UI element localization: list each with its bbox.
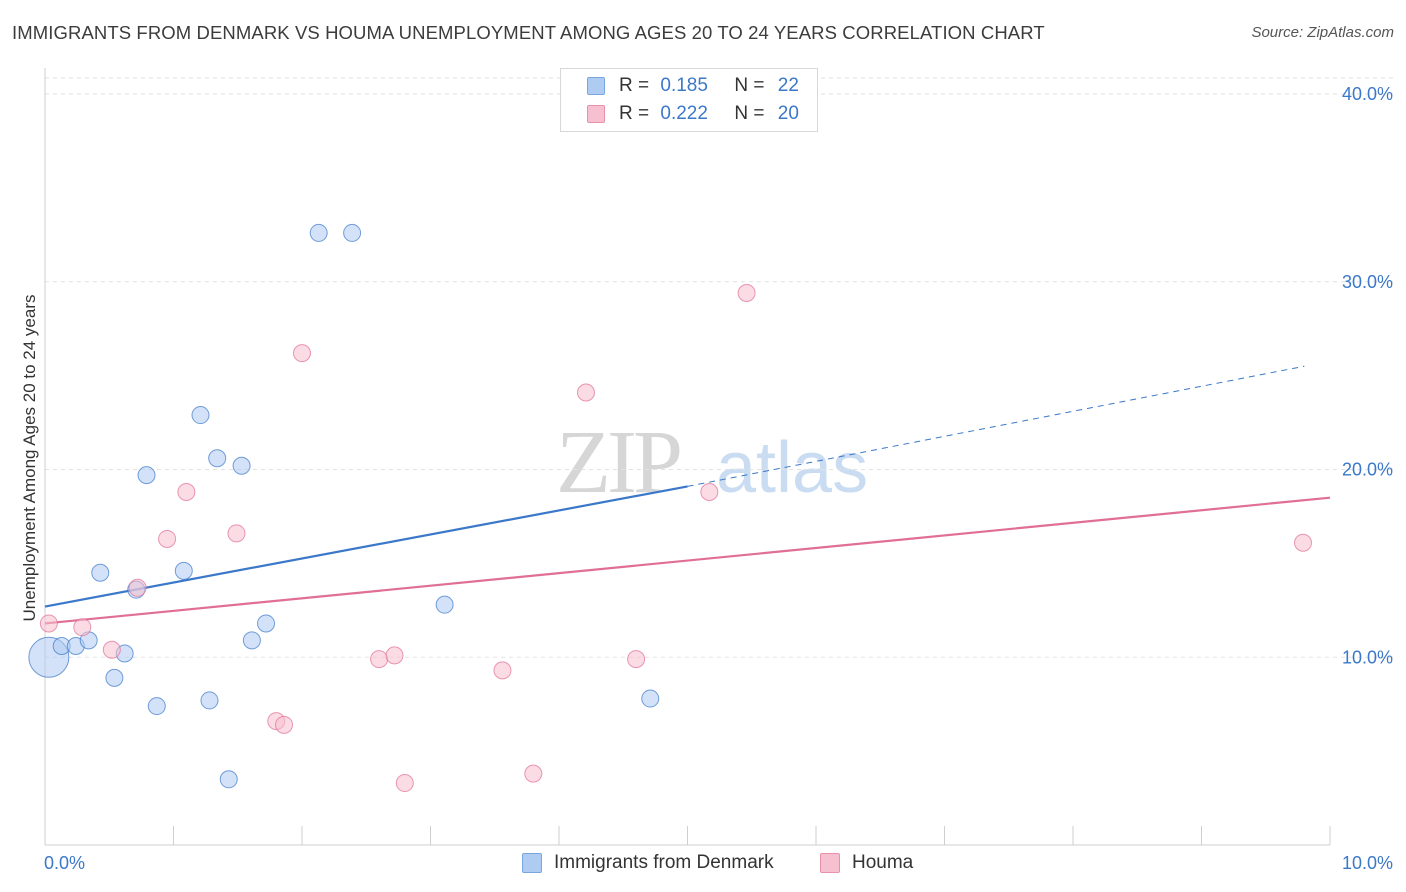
r-label: R = [619,75,650,96]
data-point [174,561,193,580]
denmark-swatch [522,853,542,873]
grid [45,77,1394,658]
chart-title: IMMIGRANTS FROM DENMARK VS HOUMA UNEMPLO… [12,22,1045,43]
data-point [524,764,543,783]
houma-swatch [587,105,605,123]
trend-line-projection [687,365,1305,487]
y-tick-label: 10.0% [1342,647,1393,667]
stats-legend: R = 0.185 N = 22 R = 0.222 N = 20 [560,68,818,132]
houma-swatch [820,853,840,873]
r-label: R = [619,103,650,124]
legend-item-denmark[interactable]: Immigrants from Denmark [522,852,774,874]
source-label: Source: ZipAtlas.com [1251,24,1394,41]
data-point [435,595,454,614]
stats-row-denmark: R = 0.185 N = 22 [587,73,799,99]
trend-lines [44,365,1331,625]
data-points [28,223,1313,793]
data-point [102,640,121,659]
legend-label: Houma [852,852,914,873]
data-point [158,529,177,548]
data-point [137,466,156,485]
data-point [91,563,110,582]
data-point [105,668,124,687]
watermark-atlas: atlas [716,428,868,508]
x-tick-label: 0.0% [44,853,85,873]
n-label: N = [734,103,765,124]
trend-line [44,485,688,608]
data-point [343,223,362,242]
data-point [395,774,414,793]
y-tick-label: 30.0% [1342,272,1393,292]
data-point [232,456,251,475]
trend-line [44,496,1331,625]
data-point [73,618,92,637]
axes [44,68,1331,846]
data-point [242,631,261,650]
data-point [191,406,210,425]
y-tick-label: 40.0% [1342,84,1393,104]
data-point [275,715,294,734]
r-value: 0.222 [660,103,708,124]
tick-labels: 10.0% 20.0% 30.0% 40.0% 0.0% 10.0% [44,84,1393,873]
data-point [627,650,646,669]
data-point [293,344,311,363]
data-point [147,697,166,716]
data-point [370,650,389,669]
data-point [128,578,147,597]
y-tick-label: 20.0% [1342,460,1393,480]
data-point [39,614,58,633]
data-point [737,284,756,303]
series-legend: Immigrants from Denmark Houma [0,852,1406,878]
data-point [576,383,595,402]
data-point [1294,533,1313,552]
data-point [700,483,719,502]
watermark-zip: ZIP [556,413,680,512]
data-point [641,689,660,708]
r-value: 0.185 [660,75,708,96]
legend-item-houma[interactable]: Houma [820,852,913,874]
n-label: N = [734,75,765,96]
stats-row-houma: R = 0.222 N = 20 [587,101,799,127]
data-point [227,524,246,543]
data-point [177,483,196,502]
x-tick-label: 10.0% [1342,853,1393,873]
data-point [309,223,328,242]
data-point [208,449,227,468]
data-point [200,691,219,710]
n-value: 22 [777,75,799,96]
denmark-swatch [587,77,605,95]
n-value: 20 [777,103,799,124]
data-point [219,770,238,789]
data-point [385,646,404,665]
legend-label: Immigrants from Denmark [554,852,774,873]
data-point [493,661,512,680]
data-point [257,614,276,633]
